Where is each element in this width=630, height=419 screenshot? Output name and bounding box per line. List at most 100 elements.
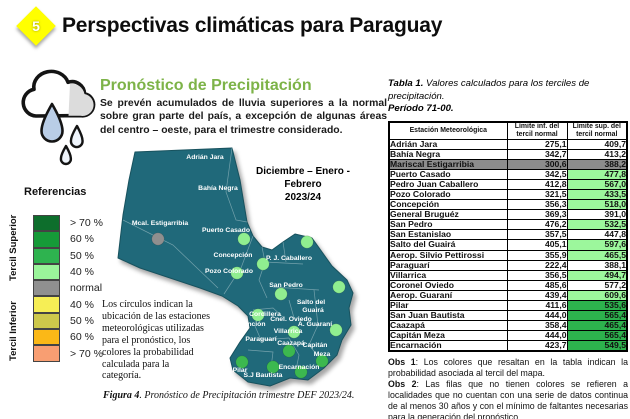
legend-label: > 70 % [70, 217, 103, 230]
section-number: 5 [32, 18, 40, 34]
station-name: San Pedro [388, 219, 508, 231]
table-row: Coronel Oviedo 485,6 577,2 [388, 279, 628, 291]
station-name: San Estanislao [388, 229, 508, 241]
legend-swatch [33, 231, 60, 248]
limite-sup-value: 409,7 [566, 138, 628, 150]
map-station-label: Adrián Jara [186, 154, 224, 161]
limite-inf-value: 357,5 [506, 229, 568, 241]
forecast-period: Diciembre – Enero - Febrero 2023/24 [256, 166, 350, 203]
section-number-badge: 5 [16, 6, 56, 46]
limite-inf-value: 485,6 [506, 279, 568, 291]
limite-inf-value: 444,0 [506, 310, 568, 322]
limite-inf-value: 423,7 [506, 340, 568, 352]
limite-sup-value: 465,5 [566, 249, 628, 261]
limite-sup-value: 477,8 [566, 168, 628, 180]
limite-inf-value: 405,1 [506, 239, 568, 251]
map-station-label: San Pedro [269, 282, 303, 289]
map-station-label: Guairá [302, 307, 324, 314]
legend-item: > 70 % [33, 345, 103, 362]
legend-swatch [33, 312, 60, 330]
station-name: San Juan Bautista [388, 310, 508, 322]
limite-sup-value: 494,7 [566, 269, 628, 281]
table-row: Salto del Guairá 405,1 597,6 [388, 239, 628, 251]
map-station-label: Meza [314, 351, 331, 358]
limite-sup-value: 577,2 [566, 279, 628, 291]
limite-sup-value: 391,0 [566, 209, 628, 221]
station-name: Encarnación [388, 340, 508, 352]
table-row: Aerop. Silvio Pettirossi 355,9 465,5 [388, 249, 628, 261]
limite-inf-value: 355,9 [506, 249, 568, 261]
limite-sup-value: 609,6 [566, 289, 628, 302]
station-name: Bahía Negra [388, 148, 508, 160]
station-name: Caazapá [388, 320, 508, 332]
col-header-station: Estación Meteorológica [388, 121, 508, 140]
station-name: Aerop. Guaraní [388, 289, 508, 302]
limite-sup-value: 413,2 [566, 148, 628, 160]
station-name: Capitán Meza [388, 330, 508, 342]
table-row: Mariscal Estigarribia 300,6 388,2 [388, 158, 628, 170]
station-dot [282, 344, 296, 358]
limite-inf-value: 358,4 [506, 320, 568, 332]
map-station-label: Concepción [214, 252, 253, 259]
table-row: Pedro Juan Caballero 412,8 567,0 [388, 178, 628, 190]
limite-sup-value: 597,6 [566, 239, 628, 251]
map-station-label: Pozo Colorado [205, 268, 253, 275]
paraguay-map: Adrián Jara Bahía Negra Mcal. Estigarribia… [103, 140, 373, 398]
col-header-sup: Límite sup. del tercil normal [566, 121, 628, 140]
limite-sup-value: 433,5 [566, 188, 628, 201]
station-name: Salto del Guairá [388, 239, 508, 251]
table-row: General Bruguéz 369,3 391,0 [388, 209, 628, 221]
legend-swatch [33, 280, 60, 297]
limite-inf-value: 476,2 [506, 219, 568, 231]
table-row: Adrián Jara 275,1 409,7 [388, 138, 628, 150]
station-name: Villarrica [388, 269, 508, 281]
station-name: Puerto Casado [388, 168, 508, 180]
limite-inf-value: 356,3 [506, 199, 568, 211]
map-station-label: Bahía Negra [198, 185, 238, 192]
station-labels: Adrián Jara Bahía Negra Mcal. Estigarribia… [132, 154, 333, 379]
limite-sup-value: 535,6 [566, 299, 628, 312]
legend-label: 50 % [70, 314, 94, 327]
tercil-superior-label: Tercil Superior [8, 214, 19, 282]
limite-inf-value: 275,1 [506, 138, 568, 150]
legend-item: > 70 % [33, 215, 103, 232]
table-row: Encarnación 423,7 549,5 [388, 340, 628, 352]
limite-sup-value: 388,1 [566, 259, 628, 271]
limite-inf-value: 444,0 [506, 330, 568, 342]
legend-item: 60 % [33, 329, 103, 346]
table-row: Puerto Casado 342,5 477,8 [388, 168, 628, 180]
station-dots [151, 232, 346, 379]
legend-items: > 70 % 60 % 50 % 40 % normal 40 % 50 % 60 % > 70… [33, 215, 103, 362]
table-row: Capitán Meza 444,0 565,4 [388, 330, 628, 342]
limite-sup-value: 549,5 [566, 340, 628, 352]
limite-inf-value: 222,4 [506, 259, 568, 271]
station-dot [151, 232, 165, 246]
legend-swatch [33, 247, 60, 264]
station-dot [332, 280, 346, 294]
legend-label: > 70 % [70, 347, 103, 360]
map-station-label: Pilar [233, 367, 248, 374]
legend-title: Referencias [24, 186, 87, 198]
limite-inf-value: 342,7 [506, 148, 568, 160]
limite-sup-value: 465,4 [566, 320, 628, 332]
legend-label: 60 % [70, 331, 94, 344]
station-dot [329, 323, 343, 337]
legend-item: 50 % [33, 247, 103, 264]
station-dot [294, 365, 308, 379]
map-station-label: A. Guaraní [298, 321, 333, 328]
map-station-label: Encarnación [279, 364, 320, 371]
map-station-label: Cnel. Oviedo [270, 316, 312, 323]
page-title: Perspectivas climáticas para Paraguay [62, 14, 443, 37]
limite-sup-value: 532,5 [566, 219, 628, 231]
legend-swatch [33, 296, 60, 313]
legend-item: 60 % [33, 231, 103, 248]
map-station-label: Villarrica [274, 328, 303, 335]
station-dot [300, 235, 314, 249]
station-name: Pedro Juan Caballero [388, 178, 508, 190]
legend-label: 60 % [70, 233, 94, 246]
map-station-label: Puerto Casado [202, 227, 250, 234]
limite-sup-value: 388,2 [566, 158, 628, 170]
obs-1: Obs 1: Los colores que resaltan en la ta… [388, 357, 628, 379]
terciles-panel: Tabla 1. Valores calculados para los ter… [388, 78, 628, 419]
legend-label: 40 % [70, 298, 94, 311]
